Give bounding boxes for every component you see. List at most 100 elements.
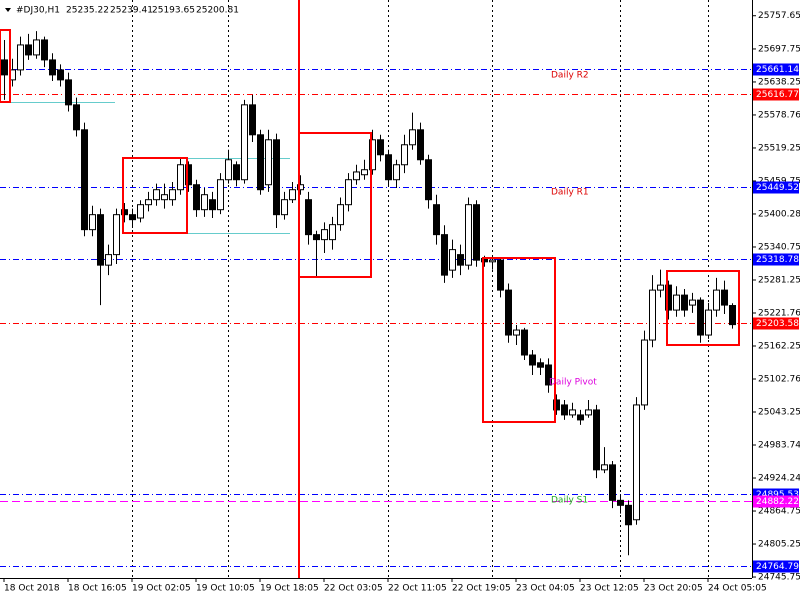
candle-body <box>305 199 312 236</box>
candle-body <box>81 129 88 231</box>
symbol: #DJ30,H1 <box>16 6 60 16</box>
candle-body <box>41 39 48 61</box>
candle-body <box>697 299 704 336</box>
candle-body <box>617 499 624 506</box>
annotation: Daily S1 <box>551 496 588 506</box>
level-labels: 25661.14 25616.77 25449.52 25318.78 25203.58… <box>753 63 799 573</box>
x-tick-label: 19 Oct 10:05 <box>196 584 255 594</box>
menu-triangle[interactable] <box>5 8 11 12</box>
candle-body <box>425 159 432 201</box>
candle-body <box>721 289 728 306</box>
vertical-grid <box>132 0 709 578</box>
candle-body <box>641 339 648 406</box>
x-tick-label: 24 Oct 05:05 <box>708 584 767 594</box>
box <box>0 29 11 103</box>
level-label: 25661.14 <box>756 65 799 75</box>
candle-body <box>393 164 400 181</box>
candle-body <box>25 44 32 56</box>
candle-body <box>609 464 616 501</box>
level-label: 24895.53 <box>756 490 799 500</box>
level-label: 24764.79 <box>756 562 799 572</box>
x-tick-label: 18 Oct 2018 <box>4 584 60 594</box>
candle-body <box>601 464 608 471</box>
y-tick-label: 24864.75 <box>758 507 800 517</box>
axis-labels: 25757.65 25697.75 25638.25 25578.76 25519.25… <box>3 11 800 594</box>
candle-body <box>729 305 736 326</box>
candle-body <box>569 409 576 416</box>
candle-body <box>49 59 56 76</box>
candle-body <box>177 164 184 191</box>
y-tick-label: 25757.65 <box>758 11 800 21</box>
candle-body <box>521 329 528 356</box>
candle-body <box>337 204 344 226</box>
annotation: Daily R1 <box>551 188 589 198</box>
candle-body <box>385 154 392 181</box>
annotation: Daily R2 <box>551 71 589 81</box>
candle-body <box>281 199 288 216</box>
candle-body <box>257 134 264 191</box>
candle-body <box>209 199 216 211</box>
candle-body <box>217 179 224 211</box>
candle-body <box>145 199 152 206</box>
y-tick-label: 25162.25 <box>758 341 800 351</box>
x-tick-label: 18 Oct 16:05 <box>68 584 127 594</box>
candle-body <box>513 329 520 336</box>
x-tick-label: 19 Oct 18:05 <box>260 584 319 594</box>
level-label-box <box>753 181 799 194</box>
x-tick-label: 22 Oct 11:05 <box>388 584 447 594</box>
box <box>482 257 556 423</box>
candle-body <box>537 362 544 368</box>
candle-body <box>417 129 424 161</box>
candle-body <box>497 259 504 291</box>
box <box>666 270 740 346</box>
y-tick-label: 24745.75 <box>758 573 800 583</box>
header-high: 25239.41 <box>110 6 153 16</box>
y-tick-label: 25519.25 <box>758 143 800 153</box>
candle-body <box>561 404 568 416</box>
level-label-box <box>753 88 799 101</box>
candle-body <box>233 164 240 181</box>
header-open: 25235.22 <box>66 6 109 16</box>
candle-body <box>673 294 680 311</box>
annotations: Daily R2 Daily R1 Daily Pivot Daily S1 <box>549 71 597 506</box>
candle-body <box>17 44 24 71</box>
x-tick-label: 23 Oct 04:05 <box>516 584 575 594</box>
candle-body <box>121 209 128 216</box>
candle-body <box>665 284 672 311</box>
candle-body <box>681 294 688 311</box>
candle-body <box>473 204 480 261</box>
candle-body <box>105 254 112 266</box>
candle-body <box>625 504 632 526</box>
level-label: 25318.78 <box>756 255 799 265</box>
candle-body <box>657 284 664 291</box>
candle-body <box>585 409 592 416</box>
candle-body <box>401 144 408 166</box>
annotation: Daily Pivot <box>549 378 597 388</box>
candle-body <box>705 309 712 336</box>
candle-body <box>97 214 104 266</box>
y-tick-label: 25459.75 <box>758 176 800 186</box>
candle-body <box>633 404 640 521</box>
candle-body <box>457 254 464 266</box>
candle-body <box>361 169 368 176</box>
y-tick-label: 25697.75 <box>758 44 800 54</box>
candle-body <box>593 409 600 471</box>
candle-body <box>689 299 696 306</box>
y-tick-label: 25281.25 <box>758 275 800 285</box>
candle-body <box>505 289 512 336</box>
candle-body <box>249 104 256 136</box>
y-tick-label: 25043.25 <box>758 408 800 418</box>
level-label-box <box>753 495 799 508</box>
candle-body <box>545 364 552 386</box>
candle-body <box>353 171 360 181</box>
y-tick-label: 25340.75 <box>758 242 800 252</box>
candle-body <box>185 164 192 186</box>
candle-body <box>377 139 384 156</box>
candle-body <box>345 179 352 206</box>
candle-body <box>129 214 136 221</box>
level-label-box <box>753 317 799 330</box>
level-label: 25449.52 <box>756 183 799 193</box>
candles <box>1 31 736 556</box>
candle-body <box>265 139 272 186</box>
